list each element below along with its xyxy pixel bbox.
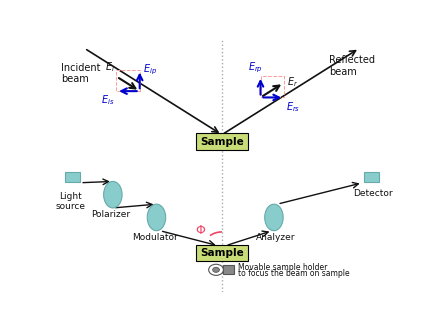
Text: Incident
beam: Incident beam — [61, 63, 100, 84]
Polygon shape — [65, 172, 80, 182]
Circle shape — [213, 267, 220, 272]
Text: Modulator: Modulator — [132, 233, 178, 242]
FancyBboxPatch shape — [196, 133, 248, 150]
Text: Sample: Sample — [200, 137, 244, 147]
Text: Reflected
beam: Reflected beam — [329, 55, 375, 77]
Text: Sample: Sample — [200, 248, 244, 258]
Polygon shape — [364, 172, 379, 182]
Circle shape — [209, 264, 223, 276]
Text: Light
source: Light source — [56, 192, 86, 211]
Text: Movable sample holder: Movable sample holder — [238, 263, 327, 272]
Text: $\Phi$: $\Phi$ — [194, 224, 206, 237]
Text: $E_r$: $E_r$ — [287, 75, 298, 89]
Bar — [223, 265, 235, 274]
Text: $E_{rp}$: $E_{rp}$ — [248, 60, 263, 75]
FancyBboxPatch shape — [196, 245, 248, 261]
Text: $E_i$: $E_i$ — [105, 60, 115, 74]
Text: $E_{is}$: $E_{is}$ — [101, 94, 114, 108]
Ellipse shape — [265, 204, 283, 231]
Ellipse shape — [103, 181, 122, 208]
Text: Polarizer: Polarizer — [92, 211, 131, 219]
Text: Detector: Detector — [353, 189, 393, 198]
Text: $E_{ip}$: $E_{ip}$ — [143, 62, 157, 77]
Text: Analyzer: Analyzer — [256, 233, 295, 242]
Text: to focus the beam on sample: to focus the beam on sample — [238, 269, 349, 278]
Ellipse shape — [147, 204, 166, 231]
Text: $E_{rs}$: $E_{rs}$ — [286, 100, 300, 114]
